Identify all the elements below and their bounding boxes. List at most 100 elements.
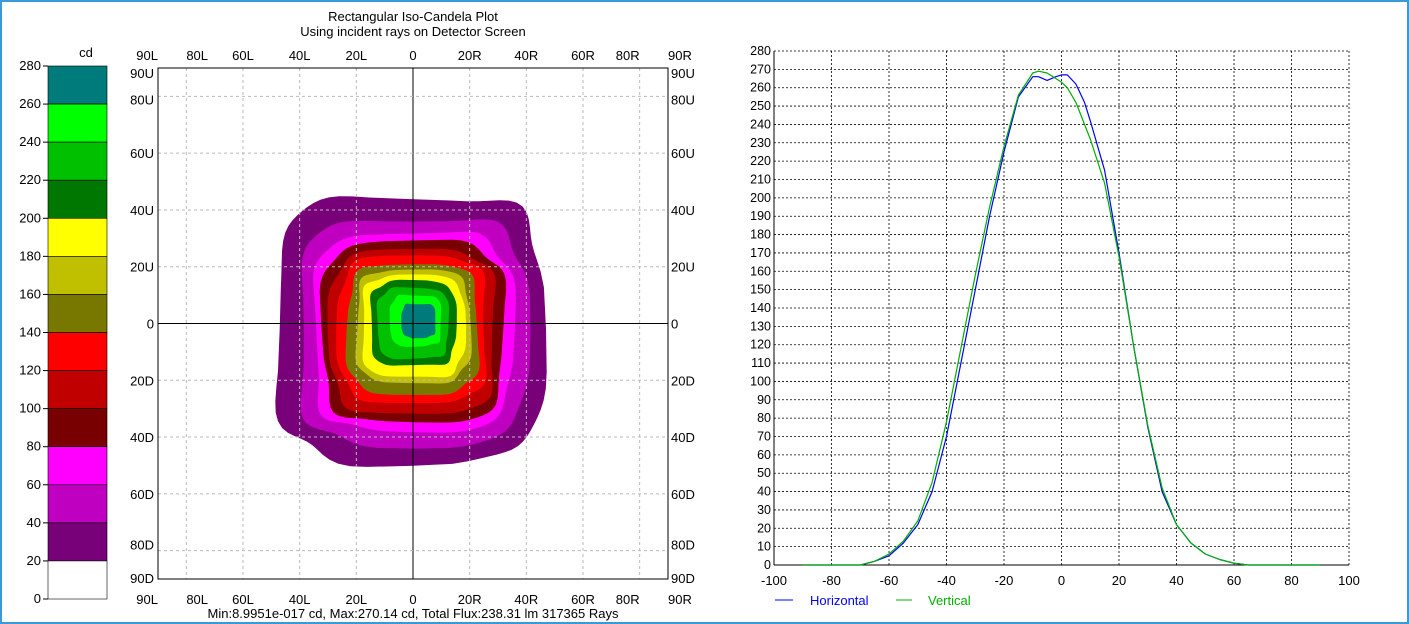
iso-y-tick-right: 20D — [671, 373, 695, 388]
iso-y-tick-right: 60U — [671, 146, 695, 161]
color-band-120-140 — [47, 332, 108, 371]
color-scale-bar — [47, 65, 108, 600]
iso-x-tick-top: 40L — [289, 48, 311, 63]
iso-plot-title: Rectangular Iso-Candela Plot — [328, 9, 498, 24]
scale-tick-label: 0 — [34, 591, 41, 606]
iso-plot-subtitle: Using incident rays on Detector Screen — [300, 24, 525, 39]
iso-y-tick-right: 40D — [671, 430, 695, 445]
iso-x-tick-top: 80R — [616, 48, 640, 63]
iso-x-tick-top: 20L — [345, 48, 367, 63]
profile-y-tick-label: 90 — [757, 393, 771, 407]
profile-x-tick-label: 40 — [1169, 573, 1183, 588]
profile-x-tick-label: -100 — [761, 573, 787, 588]
profile-y-tick-label: 0 — [764, 558, 771, 572]
profile-y-tick-label: 270 — [750, 62, 771, 76]
color-band-140-160 — [47, 294, 108, 333]
iso-x-tick-bottom: 90R — [668, 592, 692, 607]
iso-y-tick-right: 20U — [671, 260, 695, 275]
profile-series — [802, 70, 1321, 566]
profile-y-tick-label: 130 — [750, 319, 771, 333]
iso-x-tick-bottom: 40R — [514, 592, 538, 607]
iso-x-tick-bottom: 20L — [345, 592, 367, 607]
iso-y-tick-right: 80D — [671, 538, 695, 553]
color-band-180-200 — [47, 217, 108, 257]
profile-y-tick-label: 170 — [750, 246, 771, 260]
iso-y-tick-right: 0 — [671, 317, 678, 332]
iso-x-tick-top: 60L — [232, 48, 254, 63]
scale-tick-label: 80 — [27, 439, 41, 454]
profile-y-tick-label: 30 — [757, 503, 771, 517]
profile-y-tick-label: 180 — [750, 228, 771, 242]
profile-y-tick-label: 60 — [757, 448, 771, 462]
scale-tick-label: 100 — [19, 401, 41, 416]
profile-y-tick-label: 240 — [750, 117, 771, 131]
profile-y-tick-label: 160 — [750, 264, 771, 278]
color-band-100-120 — [47, 370, 108, 409]
profile-y-tick-label: 190 — [750, 209, 771, 223]
scale-tick-label: 160 — [19, 286, 41, 301]
scale-tick-label: 140 — [19, 325, 41, 340]
color-band-260-280 — [47, 65, 108, 105]
iso-x-tick-bottom: 60L — [232, 592, 254, 607]
color-band-0-20 — [47, 560, 108, 600]
profile-y-tick-label: 100 — [750, 374, 771, 388]
iso-y-tick-left: 40D — [130, 430, 154, 445]
iso-y-tick-left: 80U — [130, 92, 154, 107]
legend-vertical-label: Vertical — [928, 593, 971, 608]
profile-x-tick-label: -40 — [937, 573, 956, 588]
scale-tick-label: 40 — [27, 515, 41, 530]
profile-y-tick-label: 210 — [750, 173, 771, 187]
iso-x-tick-bottom: 90L — [136, 592, 158, 607]
color-band-20-40 — [47, 522, 108, 562]
iso-x-tick-top: 20R — [458, 48, 482, 63]
iso-x-tick-bottom: 80L — [186, 592, 208, 607]
profile-y-tick-label: 150 — [750, 283, 771, 297]
scale-tick-label: 240 — [19, 134, 41, 149]
iso-x-tick-top: 60R — [571, 48, 595, 63]
iso-x-tick-top: 0 — [409, 48, 416, 63]
legend-horizontal-label: Horizontal — [810, 593, 869, 608]
scale-tick-label: 220 — [19, 172, 41, 187]
profile-y-tick-label: 230 — [750, 136, 771, 150]
scale-tick-label: 260 — [19, 96, 41, 111]
profile-legend: Horizontal Vertical — [775, 593, 971, 608]
scale-tick-label: 60 — [27, 477, 41, 492]
iso-x-tick-top: 40R — [514, 48, 538, 63]
iso-y-tick-right: 40U — [671, 203, 695, 218]
iso-candela-plot: 90L 80L 60L 40L 20L 0 20R 40R 60R 80R 90R 90L 80L 60L… — [130, 48, 695, 607]
iso-y-tick-right: 90D — [671, 571, 695, 586]
color-band-200-220 — [47, 179, 108, 219]
profile-x-tick-label: -80 — [822, 573, 841, 588]
iso-contour-260 — [401, 303, 436, 339]
iso-tick-labels: 90L 80L 60L 40L 20L 0 20R 40R 60R 80R 90R 90L 80L 60L… — [130, 48, 695, 607]
profile-y-tick-label: 70 — [757, 430, 771, 444]
profile-x-tick-label: 20 — [1112, 573, 1126, 588]
scale-tick-label: 200 — [19, 210, 41, 225]
scale-tick-label: 20 — [27, 553, 41, 568]
scale-tick-label: 120 — [19, 363, 41, 378]
profile-y-tick-label: 140 — [750, 301, 771, 315]
profile-y-tick-label: 20 — [757, 521, 771, 535]
iso-y-tick-left: 90U — [130, 66, 154, 81]
color-band-80-100 — [47, 408, 108, 448]
profile-x-tick-label: 0 — [1058, 573, 1065, 588]
profile-y-tick-label: 110 — [751, 356, 771, 370]
iso-y-tick-left: 0 — [147, 317, 154, 332]
profile-y-tick-label: 50 — [757, 466, 771, 480]
candela-profile-plot: -100 -80 -60 -40 -20 0 20 40 60 80 100280270260250… — [750, 44, 1360, 588]
iso-x-tick-bottom: 0 — [409, 592, 416, 607]
profile-y-tick-label: 120 — [750, 338, 771, 352]
iso-x-tick-bottom: 60R — [571, 592, 595, 607]
profile-x-tick-label: 100 — [1338, 573, 1360, 588]
iso-x-tick-bottom: 20R — [458, 592, 482, 607]
profile-y-tick-label: 280 — [750, 44, 771, 58]
legend-unit-label: cd — [79, 45, 93, 60]
iso-x-tick-bottom: 80R — [616, 592, 640, 607]
iso-y-tick-left: 40U — [130, 203, 154, 218]
profile-y-tick-label: 250 — [750, 99, 771, 113]
iso-x-tick-top: 90R — [668, 48, 692, 63]
iso-x-tick-top: 90L — [136, 48, 158, 63]
